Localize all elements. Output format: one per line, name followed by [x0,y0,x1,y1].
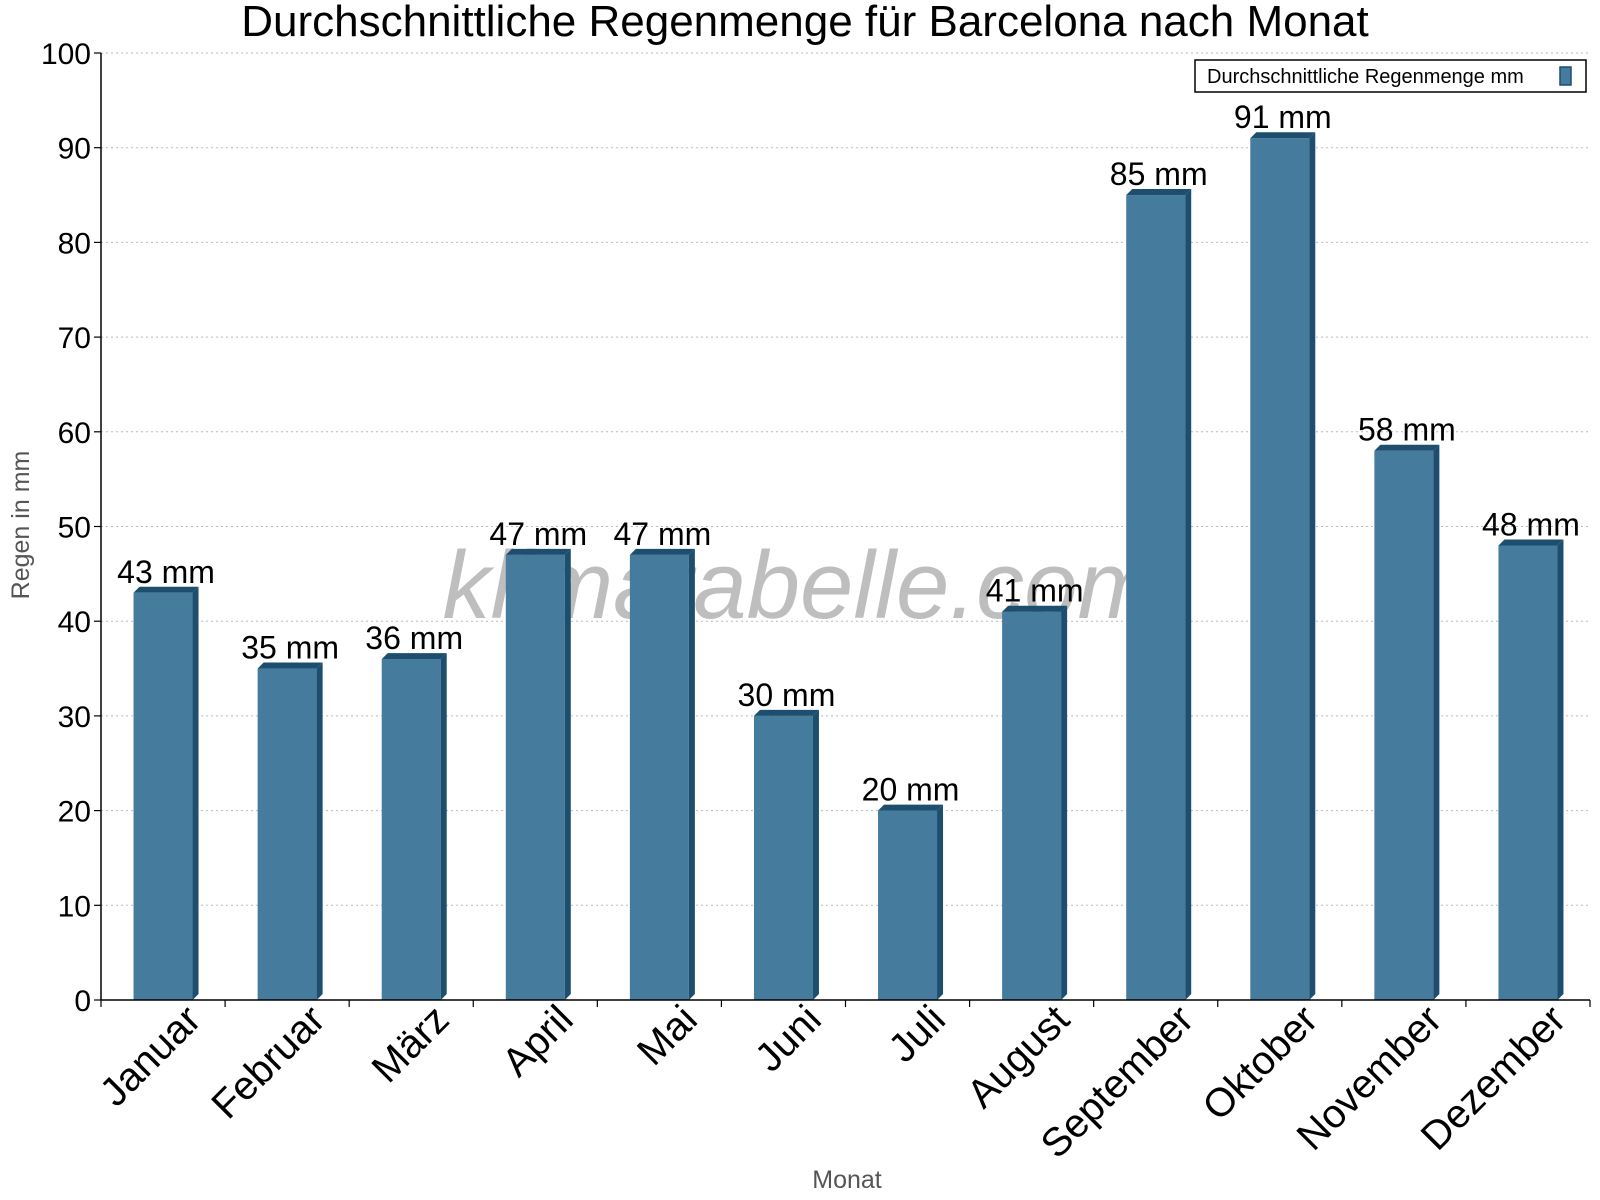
bar-top [257,662,323,669]
bar-side [937,804,944,1000]
y-tick-label: 80 [58,227,91,260]
bar [1374,450,1434,1000]
y-tick-label: 60 [58,417,91,450]
x-tick-label: Juli [880,997,954,1071]
bar-group: 91 mm [1234,99,1332,1001]
bar-top [1374,444,1440,451]
bar-group: 48 mm [1482,506,1580,1000]
y-tick-label: 50 [58,512,91,545]
legend-label: Durchschnittliche Regenmenge mm [1207,66,1524,88]
bar-value-label: 20 mm [862,772,960,808]
bar [505,554,565,1000]
y-tick-label: 30 [58,701,91,734]
bar-side [1185,189,1192,1001]
y-axis-label: Regen in mm [7,451,35,600]
gridlines [101,52,1590,906]
bar-side [688,548,695,1000]
bar [381,659,441,1000]
x-tick-label: Januar [92,997,210,1115]
bars: 43 mm 35 mm 36 mm 47 mm 47 mm 30 mm 20 mm 41 mm… [117,99,1580,1001]
bar-top [1002,605,1068,612]
y-axis-ticks: 0 10 20 30 40 50 60 70 80 90 100 [41,38,91,1018]
bar-value-label: 47 mm [613,516,711,552]
bar-top [753,709,819,716]
bar-top [505,548,571,555]
bar-group: 41 mm [986,573,1084,1000]
bar [257,668,317,1000]
bar-top [133,586,199,593]
bar-top [1126,189,1192,196]
bar-group: 85 mm [1110,156,1208,1001]
bar-top [1498,539,1564,546]
bar-group: 20 mm [862,772,960,1000]
x-tick-label: April [494,997,582,1085]
y-tick-label: 100 [41,38,91,71]
bar-value-label: 85 mm [1110,156,1208,192]
bar-value-label: 30 mm [738,677,836,713]
legend: Durchschnittliche Regenmenge mm [1194,59,1587,93]
bar [1250,138,1310,1001]
bar-value-label: 43 mm [117,554,215,590]
bar-side [316,662,323,1000]
bar-side [1309,132,1316,1001]
y-tick-label: 40 [58,606,91,639]
bar-side [1061,605,1068,1000]
legend-swatch [1559,66,1572,86]
bar [1498,545,1558,1000]
bar-side [192,586,199,1000]
y-tick-label: 90 [58,133,91,166]
bar-value-label: 35 mm [241,630,339,666]
bar-value-label: 48 mm [1482,506,1580,542]
x-tick-label: August [959,997,1078,1116]
bar [753,715,813,1000]
bar-top [878,804,944,811]
bar-side [1557,539,1564,1000]
bar-group: 36 mm [365,620,463,1000]
bar-side [1433,444,1440,1000]
y-tick-label: 0 [74,985,91,1018]
x-tick-label: Februar [203,997,333,1127]
axes [94,52,1591,1007]
bar-group: 58 mm [1358,412,1456,1000]
bar [1126,195,1186,1001]
bar-side [564,548,571,1000]
bar-group: 35 mm [241,630,339,1000]
bar-group: 47 mm [489,516,587,1000]
bar-value-label: 36 mm [365,620,463,656]
chart-title: Durchschnittliche Regenmenge für Barcelo… [241,0,1369,46]
bar-value-label: 47 mm [489,516,587,552]
bar-group: 43 mm [117,554,215,1000]
x-tick-label: Juni [747,997,830,1080]
x-axis-label: Monat [812,1166,882,1194]
bar [878,810,938,1000]
bar-value-label: 58 mm [1358,412,1456,448]
bar [133,592,193,1000]
y-tick-label: 70 [58,322,91,355]
bar [1002,611,1062,1000]
bar-top [1250,132,1316,139]
bar-group: 30 mm [738,677,836,1000]
x-tick-label: März [364,997,458,1091]
bar-value-label: 41 mm [986,573,1084,609]
y-tick-label: 10 [58,890,91,923]
bar-group: 47 mm [613,516,711,1000]
bar [629,554,689,1000]
bar-side [440,653,447,1000]
bar-side [812,709,819,1000]
y-tick-label: 20 [58,796,91,829]
bar-value-label: 91 mm [1234,99,1332,135]
legend-box [1194,59,1587,93]
bar-top [629,548,695,555]
x-tick-label: Mai [629,997,706,1074]
bar-top [381,653,447,660]
